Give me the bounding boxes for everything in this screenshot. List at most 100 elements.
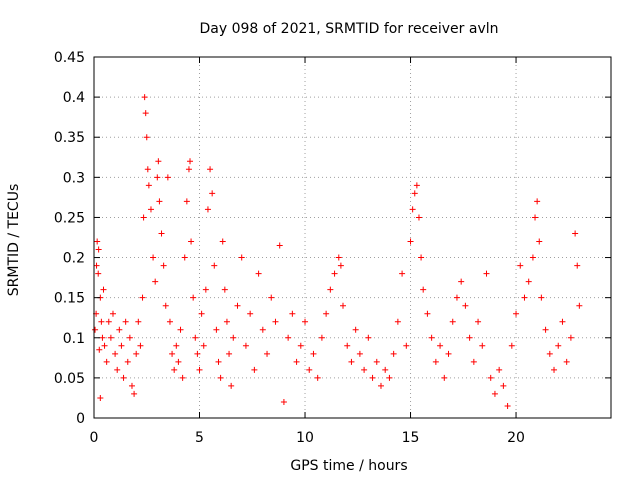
data-point [542, 326, 549, 333]
y-axis-label: SRMTID / TECUs [6, 184, 22, 297]
data-point [331, 270, 338, 277]
data-point [101, 342, 108, 349]
data-point [491, 390, 498, 397]
ticks-layer [93, 56, 611, 419]
data-point [209, 190, 216, 197]
data-point [188, 238, 195, 245]
data-point [143, 134, 150, 141]
data-point [538, 294, 545, 301]
data-point [386, 374, 393, 381]
data-point [567, 334, 574, 341]
data-point [411, 190, 418, 197]
data-point [141, 94, 148, 101]
x-tick-label: 0 [90, 430, 99, 446]
data-point [217, 374, 224, 381]
data-point [192, 334, 199, 341]
data-point [109, 310, 116, 317]
data-point [413, 182, 420, 189]
y-tick-label: 0.45 [54, 50, 85, 66]
data-point [114, 366, 121, 373]
data-point [403, 342, 410, 349]
y-tick-label: 0.05 [54, 371, 85, 387]
data-point [409, 206, 416, 213]
grid-layer [94, 57, 611, 418]
data-point [100, 286, 107, 293]
data-point [133, 350, 140, 357]
x-axis-label: GPS time / hours [290, 458, 407, 474]
y-tick-label: 0.1 [63, 331, 85, 347]
data-point [118, 342, 125, 349]
data-point [361, 366, 368, 373]
data-point [158, 230, 165, 237]
data-point [390, 350, 397, 357]
data-point [190, 294, 197, 301]
data-point [521, 294, 528, 301]
points-layer [92, 94, 583, 409]
data-point [238, 254, 245, 261]
data-point [394, 318, 401, 325]
data-point [310, 350, 317, 357]
data-point [247, 310, 254, 317]
data-point [140, 214, 147, 221]
data-point [285, 334, 292, 341]
data-point [508, 342, 515, 349]
data-point [441, 374, 448, 381]
data-point [183, 198, 190, 205]
x-tick-label: 15 [402, 430, 420, 446]
data-point [487, 374, 494, 381]
data-point [234, 302, 241, 309]
data-point [112, 350, 119, 357]
data-point [259, 326, 266, 333]
data-point [150, 254, 157, 261]
x-tick-label: 20 [507, 430, 525, 446]
data-point [525, 278, 532, 285]
data-point [152, 278, 159, 285]
data-point [382, 366, 389, 373]
data-point [93, 262, 100, 269]
data-point [144, 166, 151, 173]
data-point [348, 358, 355, 365]
data-point [352, 326, 359, 333]
data-point [306, 366, 313, 373]
data-point [424, 310, 431, 317]
data-point [162, 302, 169, 309]
data-point [228, 382, 235, 389]
data-point [297, 342, 304, 349]
data-point [139, 294, 146, 301]
data-point [534, 198, 541, 205]
data-point [365, 334, 372, 341]
data-point [272, 318, 279, 325]
data-point [251, 366, 258, 373]
data-point [98, 318, 105, 325]
data-point [449, 318, 456, 325]
data-point [293, 358, 300, 365]
data-point [563, 358, 570, 365]
data-point [445, 350, 452, 357]
data-point [574, 262, 581, 269]
data-point [166, 318, 173, 325]
data-point [105, 318, 112, 325]
data-point [337, 262, 344, 269]
data-point [126, 334, 133, 341]
data-point [500, 382, 507, 389]
data-point [536, 238, 543, 245]
data-point [323, 310, 330, 317]
data-point [453, 294, 460, 301]
data-point [169, 350, 176, 357]
data-point [356, 350, 363, 357]
data-point [103, 358, 110, 365]
data-point [181, 254, 188, 261]
data-point [164, 174, 171, 181]
data-point [369, 374, 376, 381]
data-point [99, 334, 106, 341]
data-point [555, 342, 562, 349]
data-point [204, 206, 211, 213]
data-point [415, 214, 422, 221]
data-point [513, 310, 520, 317]
data-point [226, 350, 233, 357]
data-point [280, 398, 287, 405]
y-tick-label: 0.25 [54, 210, 85, 226]
data-point [156, 198, 163, 205]
data-point [242, 342, 249, 349]
data-point [171, 366, 178, 373]
